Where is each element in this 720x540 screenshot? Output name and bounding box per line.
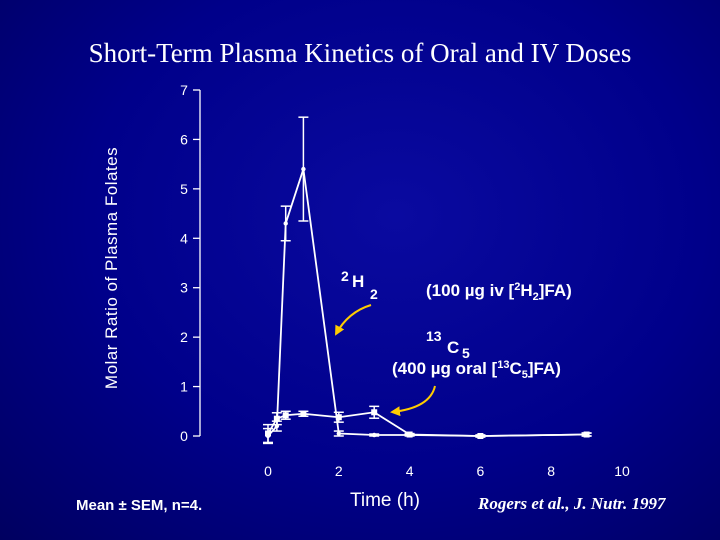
x-tick-label: 6 — [477, 463, 485, 479]
x-tick-label: 8 — [547, 463, 555, 479]
oral-desc-sup: 13 — [497, 359, 509, 371]
slide-title: Short-Term Plasma Kinetics of Oral and I… — [88, 38, 632, 68]
oral-dose-description: (400 µg oral [13C5]FA) — [392, 359, 561, 381]
iv-callout-arrow — [335, 304, 372, 336]
oral-desc-element: C — [509, 359, 521, 378]
axes — [193, 89, 201, 437]
y-tick-label: 3 — [180, 280, 188, 296]
iv-desc-sup: 2 — [514, 281, 520, 293]
series-line — [267, 168, 587, 437]
oral-desc-open: (400 µg oral [ — [392, 359, 498, 378]
data-point — [335, 414, 342, 421]
x-axis-label: Time (h) — [350, 490, 420, 511]
tick-labels: 0 1 2 3 4 5 6 7 0 2 4 6 8 10 — [180, 82, 630, 479]
iv-desc-sub: 2 — [533, 291, 539, 303]
citation: Rogers et al., J. Nutr. 1997 — [478, 494, 666, 513]
y-axis-label: Molar Ratio of Plasma Folates — [102, 147, 121, 389]
iv-label-superscript: 2 — [341, 268, 349, 284]
data-point — [301, 166, 306, 172]
data-point — [336, 431, 341, 436]
data-point — [372, 432, 377, 438]
iv-series-label: 2 H 2 — [341, 266, 378, 302]
data-point — [273, 415, 280, 422]
y-tick-label: 5 — [180, 181, 188, 197]
x-tick-label: 0 — [264, 463, 272, 479]
iv-label-subscript: 2 — [370, 286, 378, 302]
series-line — [267, 411, 587, 437]
y-tick-label: 4 — [180, 230, 188, 246]
x-tick-label: 2 — [335, 463, 343, 479]
data-point — [406, 431, 413, 438]
y-tick-label: 7 — [180, 82, 188, 98]
y-tick-label: 6 — [180, 131, 188, 147]
iv-desc-close: ]FA) — [539, 281, 572, 300]
footnote-sample-size: Mean ± SEM, n=4. — [76, 497, 203, 514]
y-tick-label: 2 — [180, 329, 188, 345]
data-point — [282, 412, 289, 419]
series-oral — [263, 405, 592, 444]
oral-desc-close: ]FA) — [528, 359, 561, 378]
x-tick-label: 4 — [406, 463, 414, 479]
iv-desc-open: (100 µg iv [ — [426, 281, 515, 300]
oral-series-label: 13 C 5 — [426, 326, 470, 361]
oral-label-subscript: 5 — [462, 345, 470, 361]
data-point — [477, 433, 484, 439]
oral-desc-sub: 5 — [522, 369, 528, 381]
data-point — [283, 221, 288, 226]
y-tick-label: 1 — [180, 379, 188, 395]
iv-dose-description: (100 µg iv [2H2]FA) — [426, 281, 572, 303]
oral-label-superscript: 13 — [426, 328, 442, 344]
iv-desc-element: H — [520, 281, 532, 300]
x-tick-label: 10 — [614, 463, 630, 479]
oral-label-element: C — [447, 338, 459, 357]
data-point — [300, 410, 307, 417]
data-point — [265, 430, 271, 437]
iv-label-element: H — [352, 272, 364, 291]
oral-callout-arrow — [390, 385, 436, 417]
data-point — [583, 431, 590, 438]
series-group — [263, 116, 592, 445]
data-point — [371, 409, 378, 416]
y-tick-label: 0 — [180, 428, 188, 444]
